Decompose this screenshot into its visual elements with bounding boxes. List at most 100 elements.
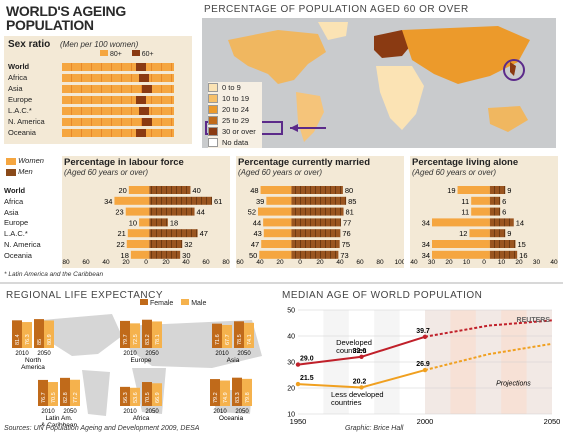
bar-women — [260, 186, 292, 194]
source-text: Sources: UN Population Ageing and Develo… — [4, 425, 200, 432]
projections-label: Projections — [496, 380, 531, 387]
sex-ratio-bar — [62, 96, 174, 104]
bar-panel-tick: 60 — [356, 259, 364, 266]
bar-panel-subtitle: (Aged 60 years or over) — [238, 168, 323, 177]
bar-women — [469, 229, 490, 238]
map-legend-item: 25 to 29 — [208, 115, 262, 126]
bar-men-value: 77 — [343, 218, 351, 227]
life-bar-male — [130, 387, 140, 406]
median-age-chart: 10 20 30 40 50 1950 2000 2050 29.0 32.0 39.7 21.5 20… — [287, 308, 560, 427]
series-label-developed: countries — [336, 346, 367, 355]
life-value-female: 70.5 — [145, 392, 151, 403]
bar-men-value: 40 — [192, 186, 200, 195]
series-label-developed: Developed — [336, 338, 372, 347]
map-legend-swatch — [208, 138, 218, 147]
bar-men-value: 47 — [200, 229, 208, 238]
map-legend-label: No data — [222, 138, 249, 147]
map-legend-item: 30 or over — [208, 126, 262, 137]
sex-ratio-region-label: Oceania — [8, 128, 36, 137]
median-line-projection — [424, 319, 553, 338]
bar-panel-tick: 60 — [82, 259, 90, 266]
region-label: Africa — [4, 196, 24, 206]
bar-panel-tick: 40 — [256, 259, 264, 266]
bar-women-value: 20 — [118, 186, 126, 195]
map-legend-swatch — [208, 105, 218, 114]
map-legend-item: 10 to 19 — [208, 93, 262, 104]
life-year-label: 2050 — [37, 351, 51, 357]
bar-men-value: 9 — [507, 186, 511, 195]
life-year-label: 2050 — [63, 409, 77, 415]
life-bar-female — [120, 320, 130, 348]
life-bar-female — [12, 320, 22, 348]
life-value-male: 74.1 — [247, 334, 253, 345]
life-year-label: 2050 — [145, 409, 159, 415]
map-legend-item: No data — [208, 137, 262, 148]
bar-men — [149, 250, 181, 259]
bar-men — [149, 196, 212, 205]
life-bar-male — [44, 320, 54, 348]
map-legend-swatch — [208, 94, 218, 103]
bar-panel-chart: 48 80 39 85 52 81 44 77 43 76 47 75 50 73 60 40 20 0 20 40 6… — [236, 186, 404, 266]
life-value-male: 76.3 — [25, 334, 31, 345]
median-ytick: 50 — [287, 308, 295, 315]
bar-men — [291, 229, 341, 238]
median-point — [295, 362, 301, 367]
sex-ratio-bar-60 — [136, 96, 146, 104]
median-ytick: 30 — [287, 360, 295, 367]
sex-ratio-bar-60 — [142, 118, 152, 126]
life-value-male: 72.5 — [133, 334, 139, 345]
sex-ratio-region-label: World — [8, 62, 30, 71]
sex-ratio-bar — [62, 74, 174, 82]
life-value-male: 66.9 — [155, 392, 161, 403]
bar-men — [489, 186, 506, 194]
bar-women — [471, 207, 490, 216]
median-xtick: 2050 — [544, 417, 560, 426]
bar-panel-chart: 20 40 34 61 23 44 10 18 21 47 22 32 18 30 80 60 40 20 0 20 4… — [62, 186, 230, 266]
life-year-label: 2010 — [15, 351, 29, 357]
map-title: PERCENTAGE OF POPULATION AGED 60 OR OVER — [204, 4, 469, 15]
bar-panel-tick: 20 — [316, 259, 324, 266]
map-legend-swatch — [208, 116, 218, 125]
life-value-female: 83.3 — [235, 392, 241, 403]
median-point-label: 20.2 — [353, 378, 367, 385]
sex-ratio-bar — [62, 107, 174, 115]
bar-women — [432, 218, 490, 227]
bar-men — [149, 218, 168, 227]
bar-panel-tick: 60 — [202, 259, 210, 266]
map-legend-label: 25 to 29 — [222, 116, 250, 125]
bar-panel-tick: 100 — [395, 259, 404, 266]
map-australia — [488, 106, 528, 132]
life-bar-male — [220, 380, 230, 406]
bar-men — [149, 229, 198, 238]
bar-women-value: 18 — [121, 251, 129, 260]
map-legend-label: 20 to 24 — [222, 105, 250, 114]
bar-women — [128, 186, 150, 194]
life-value-female: 76.7 — [41, 392, 47, 403]
life-year-label: 2010 — [123, 409, 137, 415]
region-label: Europe — [4, 218, 29, 228]
map-north-america — [228, 30, 326, 84]
region-label: Oceania — [4, 250, 32, 260]
bar-men — [149, 186, 191, 194]
bar-men — [291, 186, 343, 194]
divider — [0, 282, 563, 284]
bar-women-value: 11 — [461, 208, 469, 217]
bar-panel-tick: 80 — [376, 259, 384, 266]
life-year-label: 2010 — [213, 409, 227, 415]
bar-men-value: 32 — [184, 240, 192, 249]
life-bar-male — [152, 321, 162, 348]
bar-men — [291, 250, 339, 259]
bar-panel-tick: 10 — [463, 259, 471, 266]
bar-panel-tick: 40 — [102, 259, 110, 266]
median-ytick: 10 — [287, 412, 295, 419]
bar-men-value: 81 — [346, 208, 354, 217]
bar-women-value: 48 — [250, 186, 258, 195]
life-value-female: 79.2 — [213, 392, 219, 403]
map-europe — [374, 30, 412, 58]
bar-panel-tick: 40 — [410, 259, 418, 266]
bar-women — [471, 196, 490, 205]
bar-women — [259, 250, 292, 259]
life-bar-female — [234, 321, 244, 348]
bar-panel-tick: 20 — [515, 259, 523, 266]
map-legend-swatch — [208, 127, 218, 136]
